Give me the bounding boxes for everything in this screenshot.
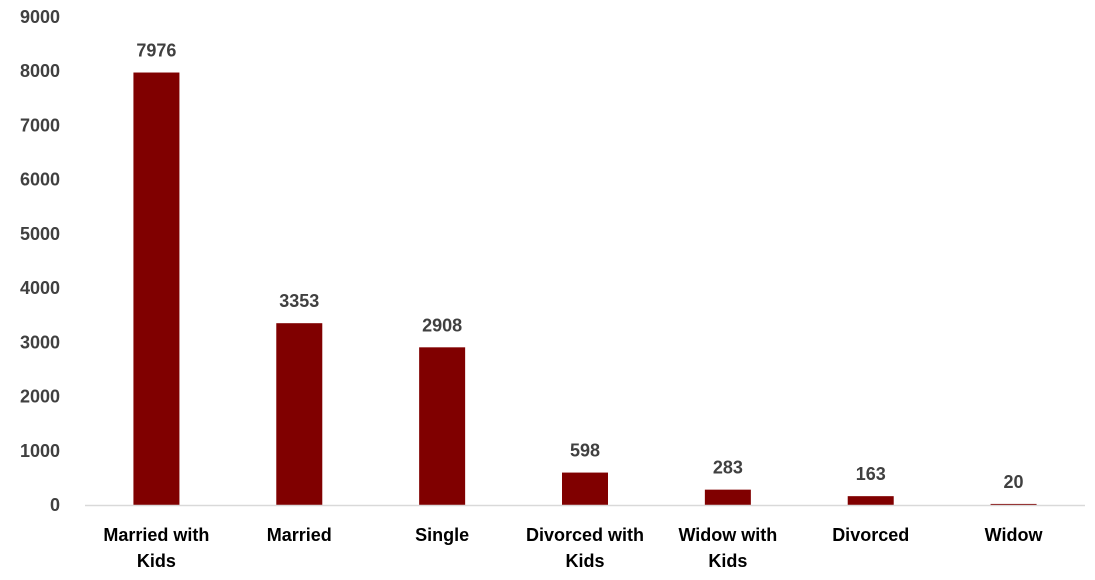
data-label: 2908: [422, 315, 462, 335]
x-category-label: Widow with Kids: [678, 525, 777, 571]
bar: [847, 496, 894, 505]
x-category-label-line: Married: [267, 525, 332, 545]
data-label: 20: [1004, 472, 1024, 492]
data-label: 283: [713, 458, 743, 478]
data-label: 598: [570, 441, 600, 461]
y-tick-label: 2000: [20, 387, 60, 407]
x-category-label-line: Divorced: [832, 525, 909, 545]
x-category-label-line: Married with: [103, 525, 209, 545]
bars-group: [133, 72, 1037, 505]
x-category-label-line: Single: [415, 525, 469, 545]
y-tick-label: 8000: [20, 61, 60, 81]
bar: [704, 489, 751, 505]
bar: [990, 503, 1037, 505]
data-labels-group: 7976 3353 2908 598 283 163 20: [136, 41, 1023, 492]
x-category-label: Divorced with Kids: [526, 525, 644, 571]
y-tick-label: 7000: [20, 115, 60, 135]
y-axis-ticks: 0 1000 2000 3000 4000 5000 6000 7000 8000 9000: [20, 7, 60, 515]
x-category-label-line: Kids: [137, 551, 176, 571]
x-category-label-line: Kids: [708, 551, 747, 571]
x-category-label: Divorced: [832, 525, 909, 545]
y-tick-label: 1000: [20, 441, 60, 461]
x-category-label-line: Kids: [565, 551, 604, 571]
data-label: 163: [856, 464, 886, 484]
data-label: 7976: [136, 41, 176, 61]
y-tick-label: 4000: [20, 278, 60, 298]
y-tick-label: 5000: [20, 224, 60, 244]
data-label: 3353: [279, 291, 319, 311]
x-category-label: Widow: [985, 525, 1044, 545]
x-category-label: Single: [415, 525, 469, 545]
x-category-label-line: Widow: [985, 525, 1044, 545]
bar: [133, 72, 180, 505]
x-category-label: Married: [267, 525, 332, 545]
category-labels-group: Married with Kids Married Single Divorced wi…: [103, 525, 1043, 571]
x-category-label: Married with Kids: [103, 525, 209, 571]
y-tick-label: 0: [50, 495, 60, 515]
bar: [419, 347, 466, 505]
y-tick-label: 6000: [20, 170, 60, 190]
y-tick-label: 3000: [20, 332, 60, 352]
x-category-label-line: Widow with: [678, 525, 777, 545]
bar: [276, 323, 323, 505]
bar: [562, 472, 608, 505]
x-category-label-line: Divorced with: [526, 525, 644, 545]
y-tick-label: 9000: [20, 7, 60, 27]
